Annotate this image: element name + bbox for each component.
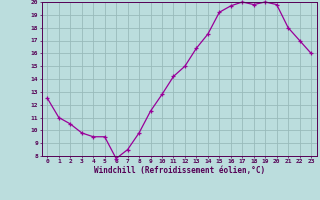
- X-axis label: Windchill (Refroidissement éolien,°C): Windchill (Refroidissement éolien,°C): [94, 166, 265, 175]
